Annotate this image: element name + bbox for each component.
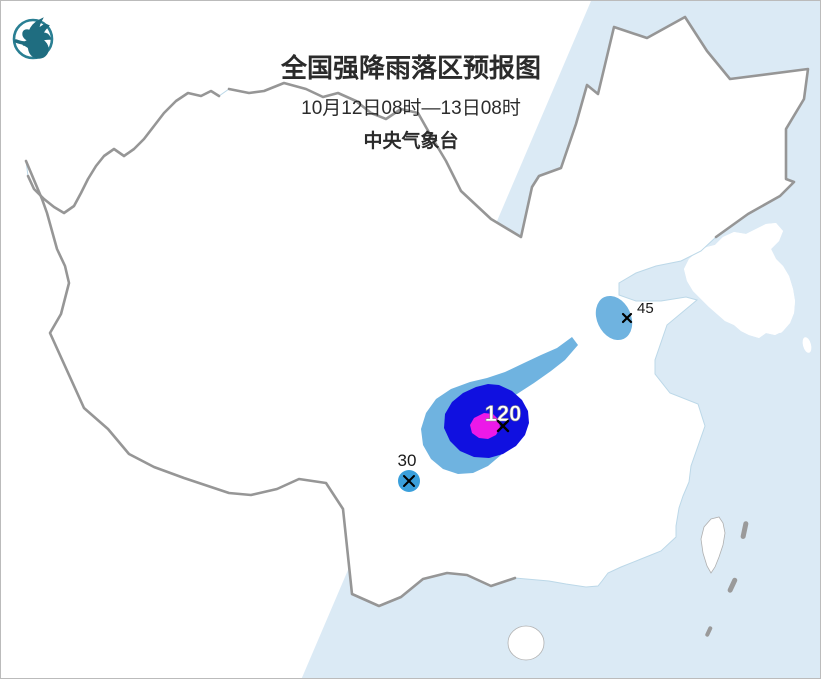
svg-text:全国强降雨落区预报图: 全国强降雨落区预报图: [280, 53, 541, 83]
svg-text:30: 30: [398, 451, 417, 470]
svg-text:10月12日08时—13日08时: 10月12日08时—13日08时: [301, 97, 521, 119]
svg-text:120: 120: [485, 401, 522, 426]
svg-text:45: 45: [637, 300, 654, 317]
svg-text:中央气象台: 中央气象台: [363, 129, 458, 152]
